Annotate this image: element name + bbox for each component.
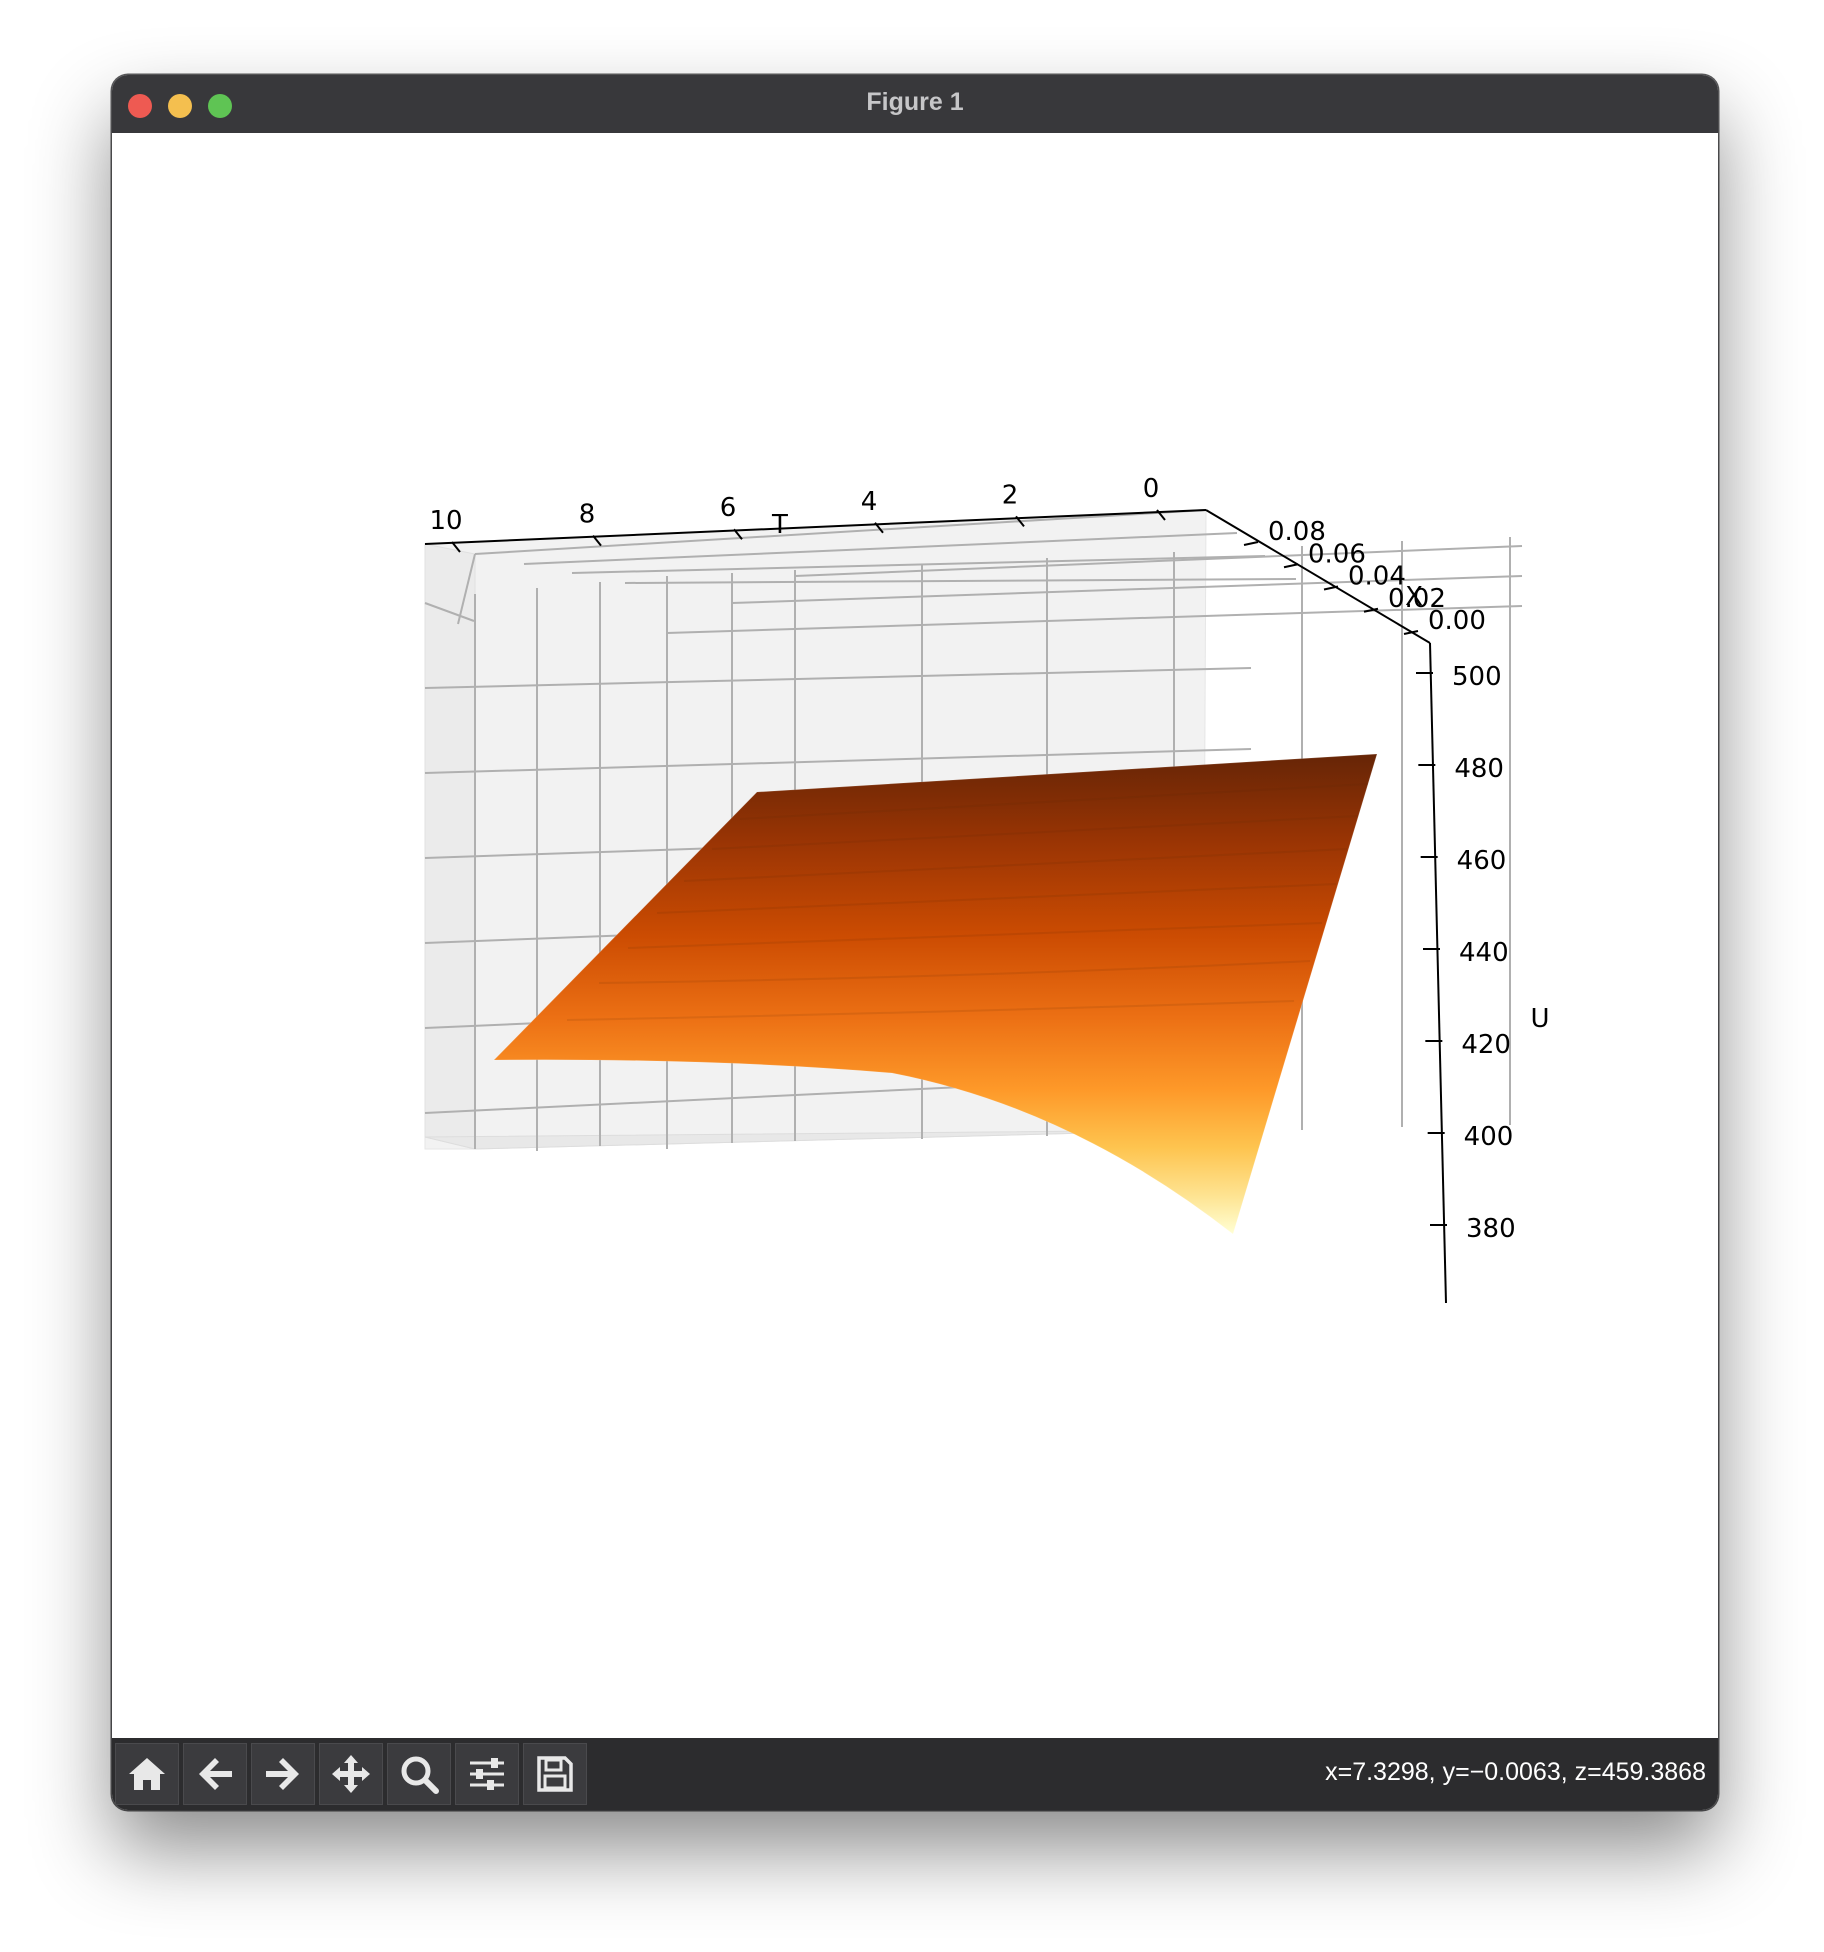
t-tick-label: 4 [861,487,878,517]
t-tick-label: 8 [579,500,596,530]
maximize-button[interactable] [208,94,232,118]
t-axis-line [424,509,1207,545]
x-tick-mark [1243,541,1259,546]
surface [492,753,1378,1235]
t-tick-label: 0 [1143,474,1160,504]
arrow-right-icon [266,1758,299,1790]
x-ticks: 0.080.060.040.020.00 [1243,517,1486,636]
x-tick-label: 0.00 [1428,606,1486,636]
u-tick-label: 420 [1461,1030,1511,1060]
t-ticks: 10 8 6 4 2 0 [429,474,1166,553]
surface-bands [566,783,1369,1021]
home-icon [129,1758,165,1790]
x-tick-label: 0.06 [1308,539,1366,569]
pan-button[interactable] [319,1743,383,1805]
t-tick-label: 2 [1002,480,1019,510]
back-button[interactable] [183,1743,247,1805]
figure-window: Figure 1 [112,75,1718,1810]
t-tick-mark [733,528,743,540]
x-tick-mark [1403,630,1419,635]
magnifier-icon [401,1756,439,1794]
t-axis-label: T [771,510,788,540]
x-axis-line [1205,509,1431,644]
configure-button[interactable] [455,1743,519,1805]
u-tick-label: 460 [1457,846,1507,876]
forward-button[interactable] [251,1743,315,1805]
x-tick-label: 0.04 [1348,562,1406,592]
zoom-button[interactable] [387,1743,451,1805]
u-tick-label: 500 [1452,662,1502,692]
u-tick-label: 380 [1466,1214,1516,1244]
x-tick-label: 0.02 [1388,584,1446,614]
u-tick-label: 440 [1459,938,1509,968]
title-bar: Figure 1 [112,75,1718,133]
x-tick-mark [1363,607,1379,613]
t-tick-mark [592,534,602,547]
t-tick-label: 6 [720,493,737,523]
t-tick-label: 10 [429,506,462,536]
save-button[interactable] [523,1743,587,1805]
surface-plot[interactable]: 10 8 6 4 2 0 0.080.060.040.020.00 50048046044… [112,133,1718,1738]
u-tick-label: 480 [1454,754,1504,784]
x-axis-label: X [1405,582,1423,612]
plot-canvas[interactable]: 10 8 6 4 2 0 0.08 0.06 0.04 0.02 0.00 500 480 460 44… [112,133,1718,1738]
sliders-icon [470,1758,504,1790]
minimize-button[interactable] [168,94,192,118]
t-tick-mark [874,522,884,534]
x-tick-mark [1283,563,1299,569]
window-title: Figure 1 [866,88,964,116]
arrow-left-icon [199,1758,232,1790]
move-icon [332,1755,370,1793]
x-tick-mark [1323,585,1339,591]
cursor-coordinates: x=7.3298, y=−0.0063, z=459.3868 [1325,1758,1706,1786]
pane-left [424,543,476,1150]
home-button[interactable] [115,1743,179,1805]
floppy-disk-icon [537,1756,573,1792]
u-ticks: 500 480 460 440 420 400 380 [1416,662,1516,1244]
u-axis-label: U [1530,1004,1549,1034]
u-axis-line [1429,642,1447,1304]
x-tick-label: 0.08 [1268,517,1326,547]
navigation-toolbar: x=7.3298, y=−0.0063, z=459.3868 [112,1738,1718,1810]
t-tick-mark [451,541,461,553]
u-tick-label: 400 [1464,1122,1514,1152]
t-tick-mark [1015,515,1025,528]
t-tick-mark [1156,509,1166,521]
close-button[interactable] [128,94,152,118]
